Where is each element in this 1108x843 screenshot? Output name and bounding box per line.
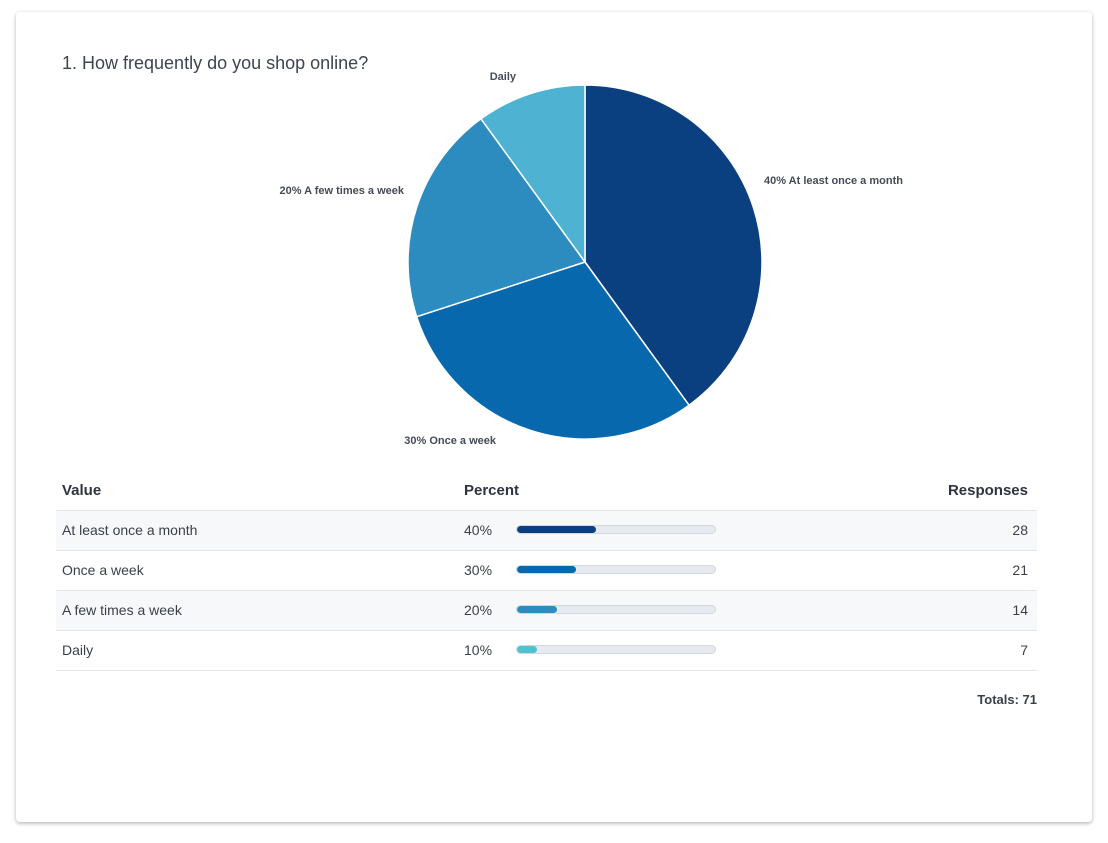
- row-responses: 14: [1012, 602, 1028, 618]
- row-value: At least once a month: [62, 522, 198, 538]
- pie-slice-1: [415, 261, 691, 440]
- header-responses: Responses: [947, 482, 1028, 499]
- row-percent: 20%: [464, 602, 493, 618]
- row-value: Once a week: [62, 562, 144, 578]
- percent-bar-track: [516, 605, 716, 614]
- pie-slice-label: Daily: [490, 71, 517, 83]
- row-responses: 21: [1012, 562, 1028, 578]
- row-responses: 7: [1020, 642, 1028, 658]
- row-value: A few times a week: [62, 602, 182, 618]
- table-header: Value Percent Responses: [56, 474, 1037, 511]
- table-body: At least once a month 40% 28 Once a week…: [56, 511, 1037, 671]
- table-row: A few times a week 20% 14: [56, 591, 1037, 631]
- header-value: Value: [62, 482, 102, 499]
- percent-bar-fill: [517, 646, 537, 653]
- row-percent: 30%: [464, 562, 493, 578]
- percent-bar-fill: [517, 606, 557, 613]
- results-card: 1. How frequently do you shop online? 40…: [16, 12, 1092, 822]
- row-percent: 40%: [464, 522, 493, 538]
- question-title: 1. How frequently do you shop online?: [62, 53, 369, 73]
- row-responses: 28: [1012, 522, 1028, 538]
- table-row: Daily 10% 7: [56, 631, 1037, 671]
- pie-slice-2: [407, 117, 587, 318]
- pie-slice-label: 30% Once a week: [404, 435, 497, 447]
- percent-bar-track: [516, 525, 716, 534]
- pie-slice-0: [584, 84, 763, 407]
- percent-bar-track: [516, 645, 716, 654]
- pie-slice-label: 40% At least once a month: [764, 175, 903, 187]
- totals: Totals: 71: [977, 692, 1037, 707]
- row-percent: 10%: [464, 642, 493, 658]
- percent-bar-fill: [517, 566, 577, 573]
- header-percent: Percent: [464, 482, 520, 499]
- percent-bar-fill: [517, 526, 597, 533]
- pie-slice-3: [479, 84, 586, 265]
- results-table: Value Percent Responses At least once a …: [56, 474, 1037, 707]
- pie-slice-label: 20% A few times a week: [279, 185, 404, 197]
- percent-bar-track: [516, 565, 716, 574]
- pie-chart: 40% At least once a month 30% Once a week…: [279, 71, 903, 447]
- row-value: Daily: [62, 642, 94, 658]
- table-row: At least once a month 40% 28: [56, 511, 1037, 551]
- table-row: Once a week 30% 21: [56, 551, 1037, 591]
